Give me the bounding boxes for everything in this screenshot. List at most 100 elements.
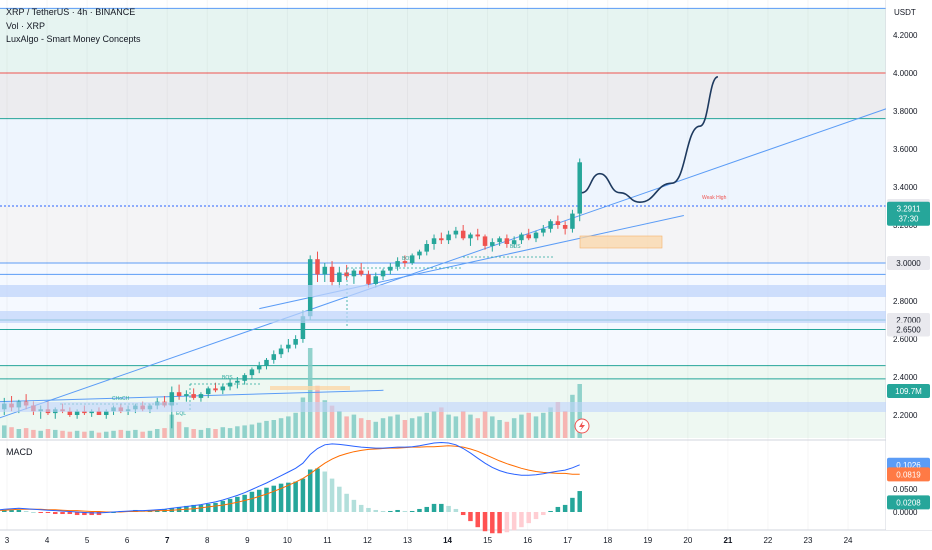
candle-body [67,411,73,415]
macd-histogram-bar [213,502,218,512]
macd-histogram-bar [526,512,531,524]
macd-histogram-bar [315,468,320,512]
candle-body [220,386,226,391]
volume-bar [475,418,480,438]
volume-bar [264,420,269,438]
macd-histogram-bar [307,469,313,512]
candle-body [264,359,269,366]
macd-histogram-bar [89,512,94,516]
candle-body [191,394,196,398]
macd-histogram-bar [424,506,430,512]
candle-body [519,234,524,241]
indicator-legend[interactable]: LuxAlgo - Smart Money Concepts [6,34,141,44]
candle-body [96,411,102,415]
volume-bar [249,424,255,438]
volume-bar [460,411,466,438]
volume-bar [198,429,204,438]
macd-histogram-bar [577,491,582,512]
date-tick-label: 4 [45,536,50,545]
order-block [270,386,350,390]
volume-bar [570,394,575,438]
candle-body [176,392,182,396]
volume-bar [220,427,226,438]
macd-histogram-bar [249,491,255,512]
macd-histogram-bar [358,504,364,512]
date-tick-label: 18 [603,536,612,545]
date-tick-label: 11 [323,536,332,545]
flash-icon[interactable] [574,418,590,434]
candle-body [256,365,262,370]
currency-label: USDT [894,8,916,17]
macd-histogram-bar [31,512,36,513]
volume-bar [111,430,116,438]
volume-bar [548,407,553,438]
eq-label: EQL [176,411,186,417]
candle-body [490,242,495,246]
symbol-title[interactable]: XRP / TetherUS · 4h · BINANCE [6,7,135,17]
macd-badge-label: 0.0208 [896,498,921,507]
volume-bar [388,416,393,438]
volume-bar [23,428,29,438]
volume-bar [490,416,495,438]
volume-bar [140,431,145,438]
upper-zone [0,118,886,206]
macd-line [0,441,580,514]
order-block [579,235,663,249]
macd-histogram-bar [60,512,65,515]
candle-body [235,380,240,383]
price-badge [887,322,930,337]
volume-bar [205,428,211,438]
volume-bar [278,418,284,438]
macd-histogram-bar [271,485,277,512]
macd-histogram-bar [329,478,335,512]
candle-body [205,388,211,395]
volume-bar [271,420,277,438]
macd-histogram-bar [82,512,87,516]
macd-histogram-bar [468,512,473,522]
candle-body [526,234,531,239]
candle-body [286,344,291,349]
macd-histogram-bar [402,510,408,512]
macd-histogram-bar [96,512,102,516]
candle-body [409,255,415,263]
volume-bar [322,400,328,438]
macd-histogram-bar [475,512,480,528]
price-tick-label: 2.8000 [893,297,918,306]
candle-body [322,266,328,275]
demand-zone [0,285,886,297]
candle-body [431,238,437,244]
macd-histogram-bar [490,512,495,534]
time-axis[interactable]: 3 4 5 6 7 8 9 10 11 12 13 14 15 16 17 18 19 20 21 22 23 24 [5,536,853,545]
bos-label: BOS [402,256,413,262]
volume-legend[interactable]: Vol · XRP [6,21,45,31]
supply-zone [0,73,886,119]
volume-bar [541,412,546,438]
volume-bar [344,416,349,438]
macd-tick-label: 0.0500 [893,485,918,494]
macd-histogram-bar [409,510,415,512]
candle-body [213,388,218,391]
macd-histogram-bar [235,496,240,512]
macd-histogram-bar [511,512,517,531]
candle-body [271,354,277,360]
candle-body [562,225,568,229]
macd-legend[interactable]: MACD [6,447,33,457]
candle-body [380,270,386,277]
macd-histogram-bar [38,512,43,514]
macd-histogram-bar [388,510,393,512]
volume-bar [74,430,80,438]
macd-histogram-bar [533,512,539,520]
macd-histogram-bar [417,508,422,512]
candle-body [482,236,488,246]
projection-path [581,76,719,204]
volume-bar [511,418,517,438]
volume-bar [9,427,14,438]
volume-bar [300,397,306,438]
macd-histogram-bar [431,503,437,512]
volume-bar [38,430,43,438]
volume-bar [60,430,65,438]
macd-histogram-bar [453,508,459,512]
macd-histogram-bar [337,486,342,512]
price-tick-label: 3.6000 [893,145,918,154]
